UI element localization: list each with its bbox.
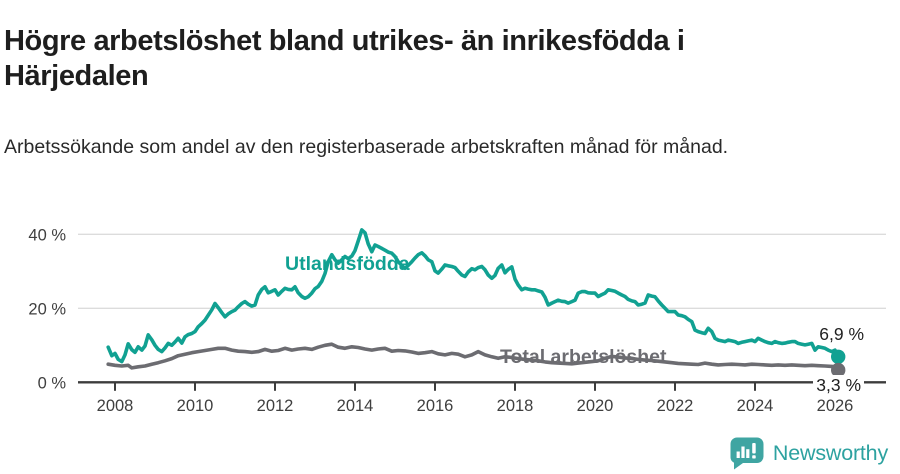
svg-text:2020: 2020 (577, 397, 614, 415)
end-value-foreign-born: 6,9 % (819, 324, 864, 344)
svg-text:0 %: 0 % (38, 374, 67, 392)
series-label-foreign-born: Utlandsfödda (285, 253, 410, 275)
svg-text:2010: 2010 (177, 397, 214, 415)
svg-text:2024: 2024 (737, 397, 774, 415)
chart-subtitle: Arbetssökande som andel av den registerb… (4, 135, 729, 158)
newsworthy-logo: Newsworthy (729, 436, 888, 470)
page-title: Högre arbetslöshet bland utrikes- än inr… (4, 25, 685, 92)
svg-text:2022: 2022 (657, 397, 694, 415)
series-label-total-unemployment: Total arbetslöshet (500, 346, 667, 368)
svg-text:2012: 2012 (257, 397, 294, 415)
svg-text:2026: 2026 (817, 397, 854, 415)
newsworthy-speech-bubble-chart-icon (730, 437, 764, 470)
svg-text:2008: 2008 (97, 397, 134, 415)
newsworthy-logo-text: Newsworthy (772, 440, 888, 465)
svg-text:20 %: 20 % (28, 300, 66, 318)
svg-text:2018: 2018 (497, 397, 534, 415)
svg-text:2014: 2014 (337, 397, 374, 415)
end-value-total-unemployment: 3,3 % (813, 375, 864, 396)
svg-text:2016: 2016 (417, 397, 454, 415)
svg-text:40 %: 40 % (28, 226, 66, 244)
